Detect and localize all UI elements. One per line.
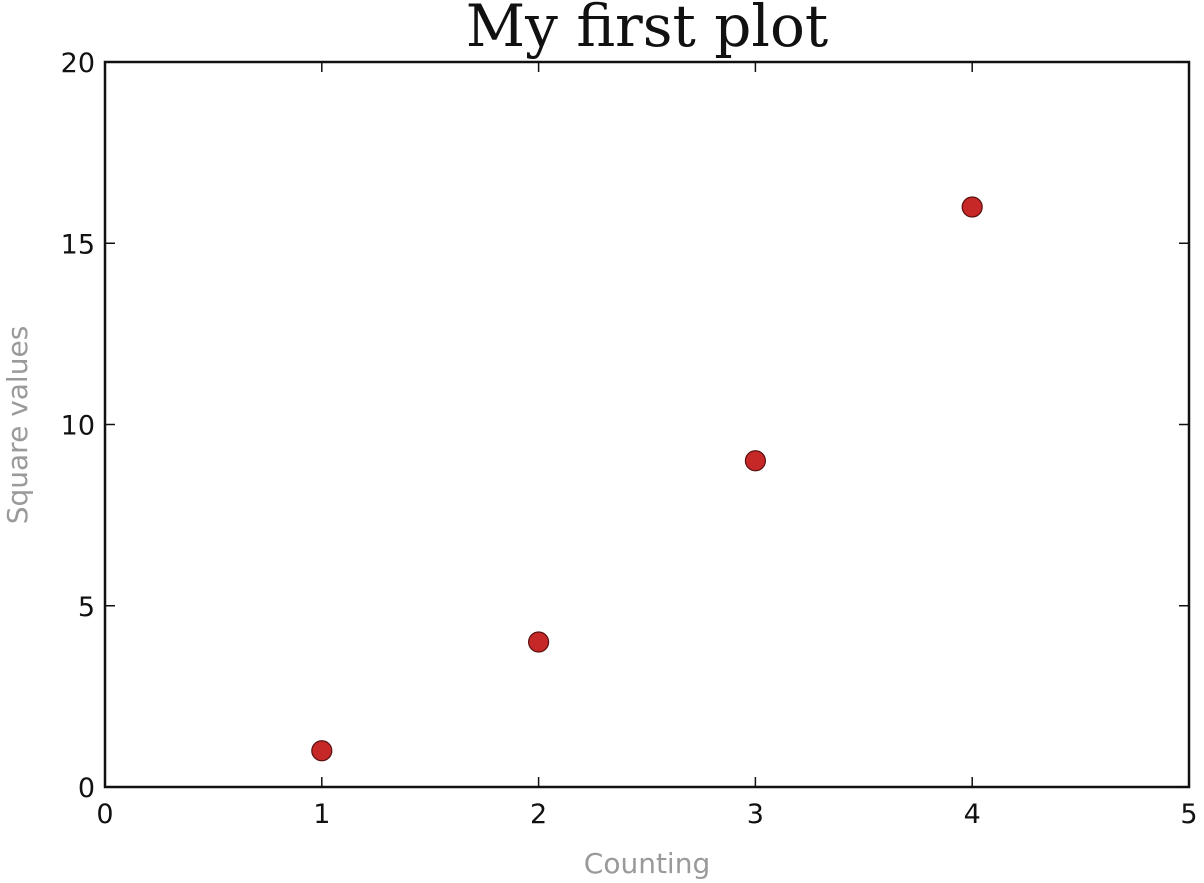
x-tick-label: 5 [1180,799,1197,830]
plot-frame [103,60,1191,789]
y-tick-label: 20 [61,48,95,79]
y-tick-label: 0 [78,773,95,804]
x-tick-label: 2 [530,799,547,830]
chart-title: My first plot [466,0,828,60]
y-tick-label: 10 [61,411,95,442]
y-axis-label: Square values [1,326,34,525]
x-axis-label: Counting [584,847,710,880]
y-axis-ticks: 0 5 10 15 20 [61,48,1189,804]
x-tick-label: 0 [96,799,113,830]
x-tick-label: 3 [747,799,764,830]
scatter-point [527,631,550,653]
x-axis-ticks: 0 1 2 3 4 5 [96,62,1198,830]
scatter-point [311,740,333,762]
scatter-point [744,450,767,472]
data-points [311,196,983,762]
x-tick-label: 4 [964,799,981,830]
y-tick-label: 15 [61,229,95,260]
x-tick-label: 1 [313,799,330,830]
plot-area [103,60,1191,789]
y-tick-label: 5 [78,592,95,623]
scatter-point [961,196,983,218]
